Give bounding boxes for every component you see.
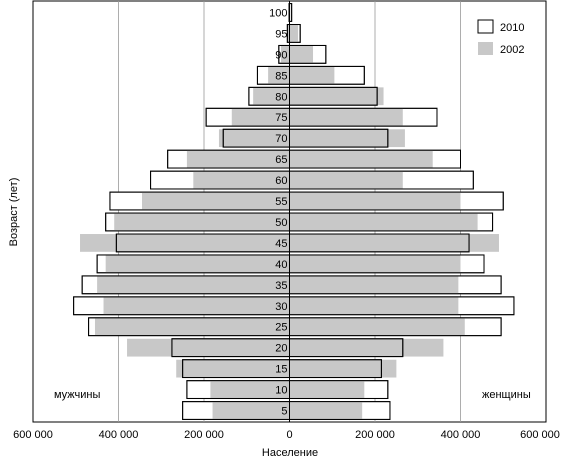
bar-2010-women-outline [289,44,327,64]
bar-2010-women-outline [289,401,391,420]
age-label: 45 [275,238,287,250]
bar-2002-women-overlay [289,402,363,419]
bar-2010-women-outline [289,338,404,358]
bar-2010-women-outline [289,233,470,253]
bar-2002-women [289,129,405,148]
bar-2002-women-overlay [289,45,314,63]
bar-2010-women-outline [289,191,504,211]
bar-2002-men-overlay [103,297,290,315]
age-label: 55 [275,196,287,208]
legend-label-2002: 2002 [500,44,524,56]
bar-2010-women-outline [289,275,502,295]
bar-2010-women-outline [289,107,438,127]
age-label: 85 [275,70,287,82]
bar-2002-men-overlay [280,45,290,63]
bar-2002-women-overlay [289,255,461,273]
age-label: 40 [275,259,287,271]
bar-2010-women-outline [289,3,293,22]
bar-2002-men-overlay [186,150,290,168]
bar-2002-men-overlay [142,192,290,210]
age-label: 75 [275,112,287,124]
age-label: 100 [269,7,287,19]
bar-2002-women-overlay [289,66,335,84]
bar-2010-women-outline [289,86,378,106]
x-tick-labels: 600 000 400 000 200 000 0 200 000 400 000 600 … [13,429,560,441]
x-tick-label: 400 000 [99,429,139,441]
bar-2010-women-outline [289,170,474,190]
age-label: 10 [275,385,287,397]
bar-2010-women-outline [289,149,461,169]
bar-2002-women-overlay [289,276,459,294]
age-label: 70 [275,133,287,145]
age-label: 15 [275,364,287,376]
x-tick-label: 200 000 [355,429,395,441]
age-label: 60 [275,175,287,187]
bar-2010-women-outline [289,380,389,399]
y-axis-title: Возраст (лет) [8,178,20,247]
bar-2002-men-overlay [212,402,290,419]
age-label: 35 [275,280,287,292]
bar-2002-men-overlay [114,213,290,231]
bar-2002-men [287,24,290,43]
bar-2002-women-overlay [289,150,433,168]
age-label: 30 [275,301,287,313]
bar-2002-men [80,234,290,252]
bar-2010-women-outline [289,65,365,85]
bar-2002-men-overlay [268,66,290,84]
bar-2002-men-overlay [94,318,290,336]
bar-2002-men [176,359,290,378]
age-label: 25 [275,322,287,334]
bar-2002-women-overlay [289,297,459,315]
x-tick-label: 0 [286,429,292,441]
x-tick-label: 400 000 [441,429,481,441]
bar-2010-women-outline [289,24,301,43]
bar-2002-women [289,87,384,106]
bar-2002-men-overlay [231,108,290,126]
bar-2002-women-overlay [289,381,365,398]
x-tick-label: 200 000 [184,429,224,441]
age-label: 95 [275,28,287,40]
age-label-bg [276,404,300,418]
bar-2010-women-outline [289,128,389,148]
bar-2002-men [218,129,290,148]
bar-2002-women [289,234,499,252]
x-tick-label: 600 000 [520,429,560,441]
bar-2002-women [289,359,397,378]
age-label: 80 [275,91,287,103]
bar-2010-women-outline [289,212,494,232]
men-label: мужчины [54,389,100,401]
age-label: 20 [275,343,287,355]
bar-2002-men-overlay [193,171,290,189]
bars-group [73,3,515,420]
legend-swatch-2010 [477,19,494,34]
bar-2010-women-outline [289,359,382,379]
bar-2002-women-overlay [289,192,461,210]
legend: 2010 2002 [477,19,524,56]
legend-label-2010: 2010 [500,22,524,34]
bar-2010-women-outline [289,317,502,337]
bar-2002-women-overlay [289,213,478,231]
age-label: 50 [275,217,287,229]
bar-2002-women-overlay [289,318,465,336]
bar-2002-men-overlay [253,87,290,105]
age-label: 65 [275,154,287,166]
bar-2002-men-overlay [210,381,290,398]
legend-swatch-2002 [478,42,493,55]
age-label: 5 [281,406,287,418]
x-axis-title: Население [262,447,318,459]
bar-2002-women-overlay [289,25,299,42]
bar-2002-women-overlay [289,171,403,189]
bar-2002-men [127,338,290,357]
x-tick-label: 600 000 [13,429,53,441]
age-label: 90 [275,49,287,61]
bar-2010-women-outline [289,296,515,316]
age-labels: 5 10 15 20 25 30 35 40 45 50 55 60 65 70 75 80 85 90 95 100 [269,7,300,418]
women-label: женщины [482,389,531,401]
bar-2002-men-overlay [97,276,290,294]
bar-2002-women-overlay [289,108,403,126]
bar-2010-women-outline [289,254,485,274]
bar-2002-women [289,338,444,357]
bar-2002-men-overlay [105,255,290,273]
